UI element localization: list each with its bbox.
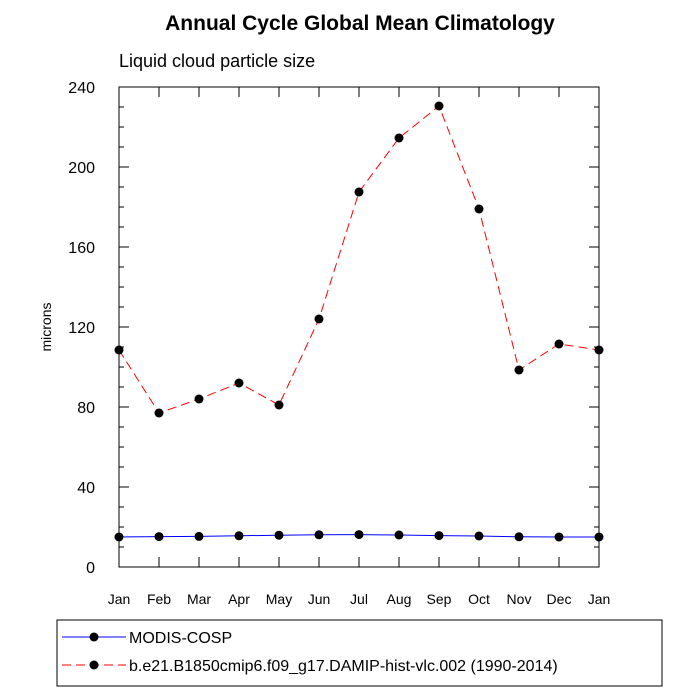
data-point-series-2	[354, 187, 364, 197]
data-point-series-1	[474, 531, 484, 541]
x-tick-label: Apr	[228, 591, 250, 607]
chart-title: Annual Cycle Global Mean Climatology	[165, 12, 555, 35]
data-point-series-1	[114, 532, 124, 542]
legend: MODIS-COSP b.e21.B1850cmip6.f09_g17.DAMIP…	[56, 619, 663, 687]
data-point-series-1	[234, 531, 244, 541]
data-point-series-1	[394, 530, 404, 540]
data-point-series-1	[194, 531, 204, 541]
y-tick-label: 240	[68, 80, 95, 97]
x-tick-label: Nov	[507, 591, 532, 607]
x-tick-label: Dec	[547, 591, 572, 607]
data-point-series-2	[514, 365, 524, 375]
data-point-series-2	[274, 400, 284, 410]
data-point-series-1	[314, 530, 324, 540]
y-axis: 0 40 80 120 160 200 240	[68, 80, 599, 577]
data-point-series-1	[554, 532, 564, 542]
x-axis: Jan Feb Mar Apr May Jun Jul Aug Sep Oct Nov Dec Jan	[108, 87, 611, 607]
data-point-series-1	[514, 532, 524, 542]
data-point-series-1	[354, 530, 364, 540]
legend-box	[56, 619, 663, 687]
x-tick-label: Oct	[468, 591, 490, 607]
data-point-series-1	[154, 532, 164, 542]
plot-frame	[118, 86, 600, 568]
x-tick-label: Jul	[350, 591, 368, 607]
y-tick-label: 40	[77, 480, 95, 497]
legend-marker-1	[89, 632, 99, 642]
data-point-series-1	[434, 531, 444, 541]
legend-items: MODIS-COSP b.e21.B1850cmip6.f09_g17.DAMIP…	[62, 630, 558, 675]
x-tick-label: Aug	[387, 591, 412, 607]
y-tick-label: 200	[68, 160, 95, 177]
x-tick-label: May	[266, 591, 292, 607]
data-point-series-2	[154, 408, 164, 418]
y-axis-label: microns	[38, 302, 54, 351]
y-tick-label: 0	[86, 560, 95, 577]
legend-marker-2	[89, 660, 99, 670]
data-point-series-1	[274, 530, 284, 540]
data-point-series-2	[434, 101, 444, 111]
legend-label-2: b.e21.B1850cmip6.f09_g17.DAMIP-hist-vlc.…	[129, 658, 558, 675]
data-point-series-2	[194, 394, 204, 404]
legend-label-1: MODIS-COSP	[129, 630, 232, 647]
x-tick-label: Jan	[588, 591, 611, 607]
data-point-series-2	[114, 345, 124, 355]
data-point-series-1	[594, 532, 604, 542]
y-tick-label: 160	[68, 240, 95, 257]
chart-subtitle: Liquid cloud particle size	[119, 51, 315, 71]
x-tick-label: Jun	[308, 591, 331, 607]
data-point-series-2	[314, 314, 324, 324]
y-tick-label: 80	[77, 400, 95, 417]
data-point-series-2	[394, 133, 404, 143]
x-tick-label: Jan	[108, 591, 131, 607]
data-point-series-2	[234, 378, 244, 388]
y-tick-label: 120	[68, 320, 95, 337]
series-layer	[114, 101, 604, 542]
data-point-series-2	[474, 204, 484, 214]
x-tick-label: Mar	[187, 591, 211, 607]
x-tick-label: Feb	[147, 591, 171, 607]
x-tick-label: Sep	[427, 591, 452, 607]
series-line-2	[118, 105, 600, 414]
data-point-series-2	[554, 339, 564, 349]
data-point-series-2	[594, 345, 604, 355]
